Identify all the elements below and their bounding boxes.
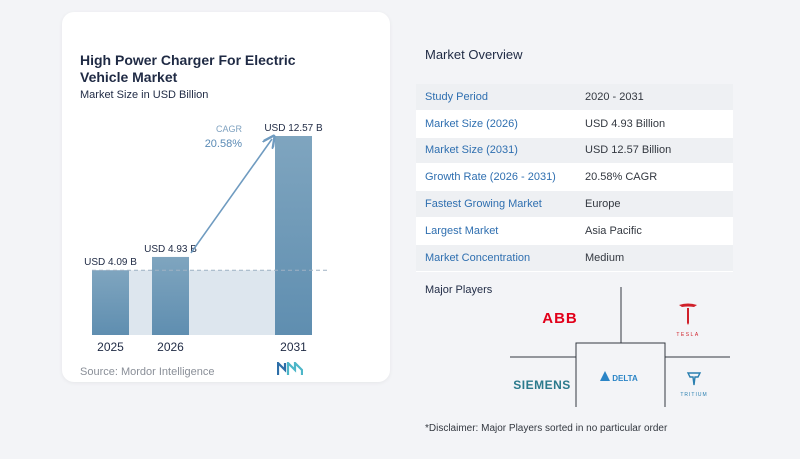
overview-row: Market Size (2026) USD 4.93 Billion bbox=[416, 110, 733, 138]
row-value: USD 12.57 Billion bbox=[585, 144, 672, 157]
value-label: USD 4.93 B bbox=[144, 244, 197, 255]
row-label: Market Concentration bbox=[425, 251, 531, 264]
row-label: Fastest Growing Market bbox=[425, 198, 542, 211]
tesla-logo-icon bbox=[679, 303, 697, 325]
row-value: Asia Pacific bbox=[585, 224, 642, 237]
row-label: Market Size (2031) bbox=[425, 144, 518, 157]
row-label: Growth Rate (2026 - 2031) bbox=[425, 171, 556, 184]
delta-wordmark: DELTA bbox=[612, 374, 638, 383]
overview-table: Study Period 2020 - 2031 Market Size (20… bbox=[416, 84, 733, 272]
tritium-logo-icon bbox=[686, 372, 702, 386]
value-label: USD 12.57 B bbox=[264, 123, 323, 134]
chart-subtitle: Market Size in USD Billion bbox=[80, 89, 209, 101]
chart-title: High Power Charger For Electric Vehicle … bbox=[80, 52, 296, 85]
row-value: Medium bbox=[585, 251, 625, 264]
mordor-logo-icon bbox=[277, 362, 303, 375]
row-label: Largest Market bbox=[425, 224, 499, 237]
tritium-wordmark: TRITIUM bbox=[680, 392, 707, 398]
bar-2026 bbox=[152, 256, 189, 335]
category-label: 2025 bbox=[97, 340, 124, 354]
category-label: 2031 bbox=[280, 340, 307, 354]
siemens-logo: SIEMENS bbox=[513, 378, 571, 392]
row-value: 20.58% CAGR bbox=[585, 171, 658, 184]
overview-row: Study Period 2020 - 2031 bbox=[416, 84, 733, 111]
bar-2025 bbox=[92, 270, 129, 335]
players-grid: ABB TESLA SIEMENS DELTA TRITIUM bbox=[510, 287, 730, 407]
row-value: Europe bbox=[585, 198, 621, 211]
bar-2031 bbox=[275, 136, 312, 335]
cagr-arrow bbox=[190, 139, 272, 254]
overview-row: Fastest Growing Market Europe bbox=[416, 191, 733, 218]
overview-row: Largest Market Asia Pacific bbox=[416, 217, 733, 245]
overview-row: Market Size (2031) USD 12.57 Billion bbox=[416, 137, 733, 165]
value-label: USD 4.09 B bbox=[84, 257, 137, 268]
category-label: 2026 bbox=[157, 340, 184, 354]
players-title: Major Players bbox=[425, 284, 493, 296]
cagr-label: CAGR bbox=[216, 124, 243, 134]
overview-title: Market Overview bbox=[425, 47, 523, 62]
row-value: 2020 - 2031 bbox=[585, 90, 644, 103]
row-label: Market Size (2026) bbox=[425, 117, 518, 130]
disclaimer: *Disclaimer: Major Players sorted in no … bbox=[425, 423, 668, 434]
abb-logo: ABB bbox=[542, 310, 578, 327]
cagr-value: 20.58% bbox=[205, 138, 243, 150]
overview-row: Growth Rate (2026 - 2031) 20.58% CAGR bbox=[416, 164, 733, 192]
bar-chart: USD 4.09 B 2025 USD 4.93 B 2026 USD 12.57 B 2… bbox=[84, 123, 330, 354]
tesla-wordmark: TESLA bbox=[676, 332, 699, 338]
delta-logo-icon bbox=[600, 371, 610, 381]
overview-row: Market Concentration Medium bbox=[416, 244, 733, 272]
source-note: Source: Mordor Intelligence bbox=[80, 366, 215, 378]
row-value: USD 4.93 Billion bbox=[585, 117, 666, 130]
row-label: Study Period bbox=[425, 90, 488, 103]
